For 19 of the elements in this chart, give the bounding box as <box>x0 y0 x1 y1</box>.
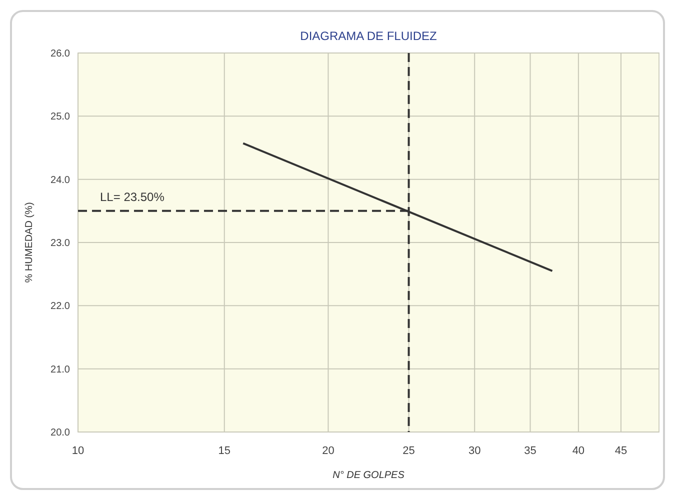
y-tick-label: 26.0 <box>50 48 70 60</box>
chart-title: DIAGRAMA DE FLUIDEZ <box>300 29 437 43</box>
x-tick-label: 25 <box>402 445 415 457</box>
y-tick-label: 21.0 <box>50 364 70 376</box>
y-tick-label: 22.0 <box>50 301 70 312</box>
x-tick-label: 40 <box>572 445 585 457</box>
x-tick-label: 35 <box>524 445 536 457</box>
x-tick-label: 30 <box>468 445 481 457</box>
y-tick-label: 23.0 <box>50 238 70 249</box>
y-axis-title: % HUMEDAD (%) <box>24 202 35 283</box>
y-tick-label: 20.0 <box>50 428 70 438</box>
x-tick-label: 45 <box>614 445 628 457</box>
x-tick-label: 20 <box>322 445 334 457</box>
ref-line-label: LL= 23.50% <box>100 190 165 204</box>
y-tick-label: 24.0 <box>50 174 70 186</box>
x-axis-title: N° DE GOLPES <box>332 470 405 481</box>
x-tick-label: 15 <box>218 445 230 457</box>
y-tick-label: 25.0 <box>50 112 70 123</box>
x-tick-label: 10 <box>72 445 84 457</box>
